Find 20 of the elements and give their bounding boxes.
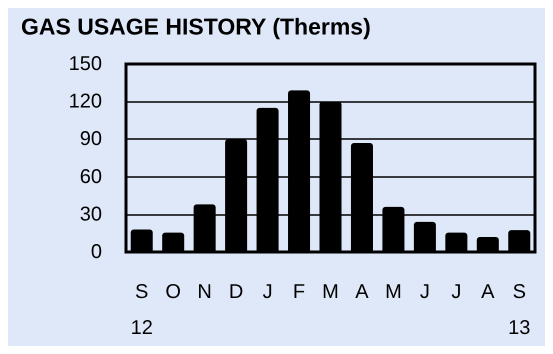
- y-tick-label: 60: [80, 166, 102, 188]
- x-tick-label: F: [292, 281, 306, 303]
- x-tick-label: M: [385, 281, 402, 303]
- x-tick-label: N: [197, 281, 212, 303]
- y-tick-label: 120: [68, 90, 102, 113]
- x-tick-label: A: [481, 281, 496, 303]
- x-tick-label: S 13: [508, 281, 530, 339]
- y-tick-label: 150: [68, 53, 102, 75]
- x-tick-label: M: [322, 281, 339, 303]
- x-tick-label: D: [228, 281, 244, 303]
- x-tick-label: O: [165, 281, 181, 303]
- y-tick-label: 30: [80, 203, 102, 226]
- x-tick-label: J: [262, 281, 273, 303]
- x-tick-label: S 12: [130, 281, 153, 339]
- x-tick-label: J: [420, 281, 430, 303]
- y-tick-label: 90: [80, 128, 102, 150]
- x-tick-label: A: [355, 281, 370, 303]
- x-tick-label: J: [451, 281, 462, 303]
- chart-title: GAS USAGE HISTORY (Therms): [21, 14, 371, 40]
- y-tick-label: 0: [90, 241, 102, 263]
